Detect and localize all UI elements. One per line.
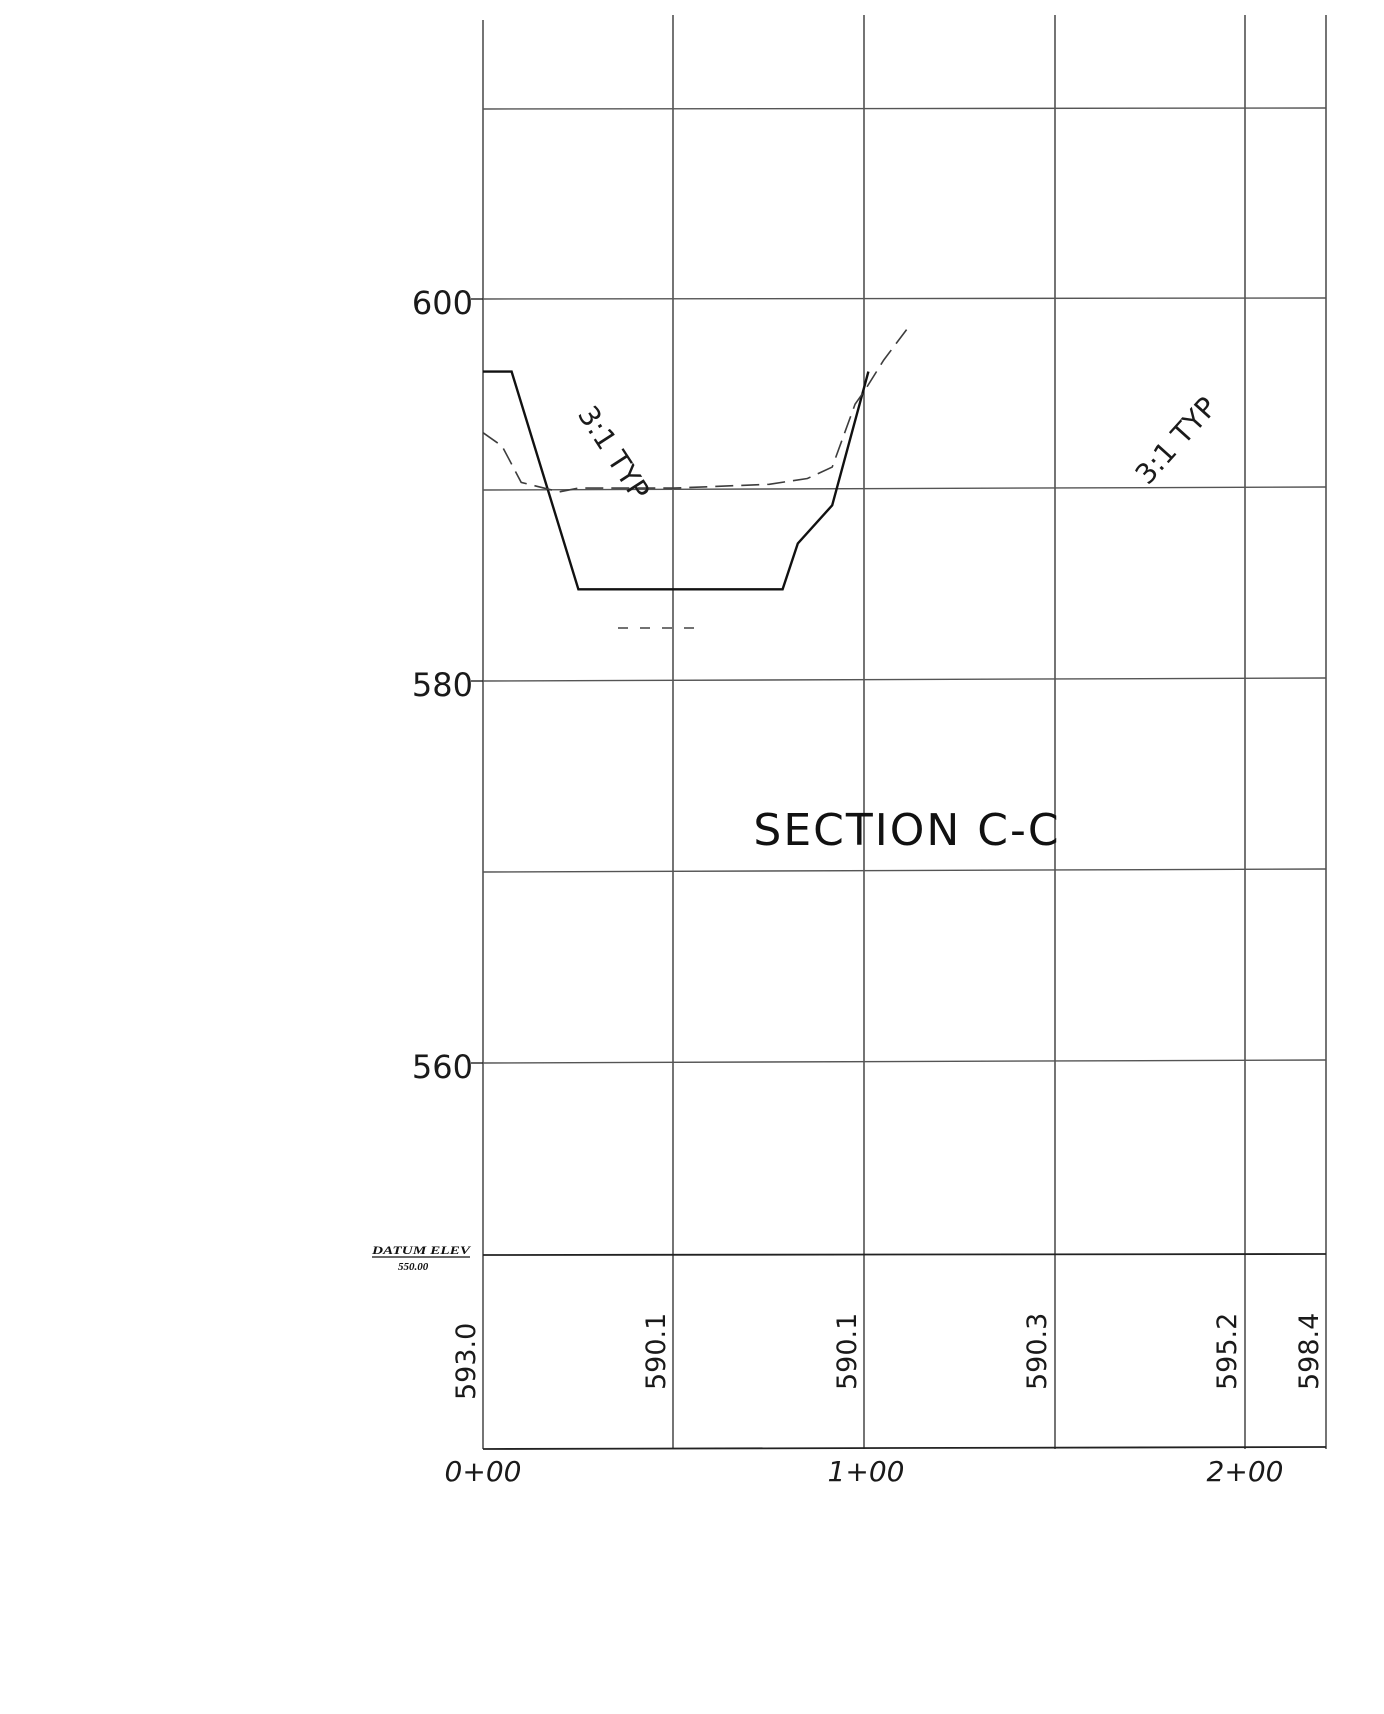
ground-elevation: 598.4 (1294, 1313, 1325, 1390)
slope-label-right: 3:1 TYP (1129, 391, 1224, 491)
ground-elevation-labels: 593.0 590.1 590.1 590.3 595.2 598.4 (451, 1313, 1325, 1400)
section-title: SECTION C-C (753, 805, 1060, 856)
ground-elevation: 590.1 (832, 1313, 863, 1390)
ground-elevation: 590.1 (641, 1313, 672, 1390)
gridline-h (482, 1059, 1327, 1064)
station-label: 0+00 (445, 1455, 522, 1488)
elevation-label: 560 (412, 1048, 473, 1086)
baseline (482, 1446, 1327, 1450)
gridline-h (482, 107, 1327, 110)
grid (482, 15, 1327, 1450)
station-label: 2+00 (1207, 1455, 1284, 1488)
gridline-h (482, 486, 1327, 491)
gridline-h (482, 297, 1327, 300)
tick-marks (471, 298, 483, 1064)
profile-lines (482, 329, 908, 591)
gridline-h (482, 677, 1327, 682)
datum-line (482, 1253, 1327, 1256)
datum-label-text: DATUM ELEV (371, 1243, 472, 1257)
datum-label: DATUM ELEV 550.00 (371, 1243, 472, 1273)
elevation-label: 580 (412, 666, 473, 704)
ground-elevation: 590.3 (1022, 1313, 1053, 1390)
existing-ground-profile (482, 329, 908, 493)
station-labels: 0+00 1+00 2+00 (445, 1455, 1284, 1488)
proposed-channel-profile (483, 370, 870, 591)
station-label: 1+00 (828, 1455, 905, 1488)
ground-elevation: 593.0 (451, 1323, 482, 1400)
gridline-h (482, 868, 1327, 873)
elevation-label: 600 (412, 284, 473, 322)
datum-value-text: 550.00 (398, 1261, 429, 1273)
ground-elevation: 595.2 (1212, 1313, 1243, 1390)
elevation-labels: 600 580 560 (412, 284, 473, 1086)
